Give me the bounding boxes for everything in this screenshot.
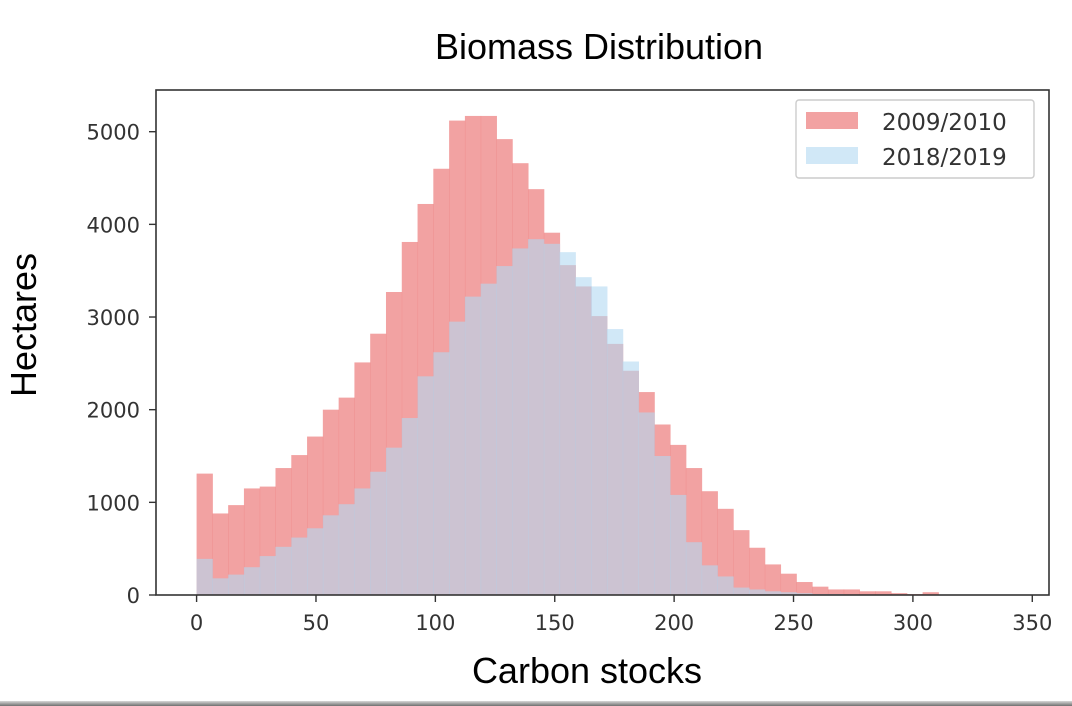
bar-2018-2019-9 xyxy=(338,504,355,595)
x-tick-label-0: 0 xyxy=(190,611,203,635)
x-tick-label-200: 200 xyxy=(654,611,694,635)
bar-2009-2010-1 xyxy=(212,513,229,595)
x-tick-label-350: 350 xyxy=(1012,611,1052,635)
bar-2018-2019-18 xyxy=(480,283,497,595)
bar-2018-2019-37 xyxy=(780,592,797,595)
legend-swatch-2009-2010 xyxy=(806,112,858,129)
bar-2009-2010-34 xyxy=(733,530,750,595)
bar-2009-2010-44 xyxy=(891,593,908,595)
bar-2018-2019-21 xyxy=(528,239,545,595)
bar-2009-2010-2 xyxy=(228,505,245,595)
bar-2018-2019-10 xyxy=(354,488,371,595)
bar-2009-2010-37 xyxy=(780,573,797,595)
bar-2018-2019-32 xyxy=(701,565,718,595)
bar-2018-2019-11 xyxy=(370,471,387,595)
y-tick-label-2000: 2000 xyxy=(87,399,140,423)
bar-2018-2019-25 xyxy=(591,286,608,595)
bar-2009-2010-33 xyxy=(717,508,734,595)
bar-2009-2010-40 xyxy=(827,589,845,595)
y-tick-label-3000: 3000 xyxy=(87,306,140,330)
bar-2018-2019-14 xyxy=(417,376,434,595)
x-tick-label-300: 300 xyxy=(893,611,933,635)
legend-label-2018-2019: 2018/2019 xyxy=(882,145,1007,171)
bar-2018-2019-38 xyxy=(796,593,813,595)
bar-2018-2019-27 xyxy=(622,361,639,595)
bar-2018-2019-6 xyxy=(291,537,308,595)
bar-2018-2019-36 xyxy=(764,591,782,595)
x-tick-label-150: 150 xyxy=(535,611,575,635)
y-tick-label-1000: 1000 xyxy=(87,491,140,515)
bar-2018-2019-28 xyxy=(638,412,655,595)
y-axis-label: Hectares xyxy=(3,253,44,397)
bar-2018-2019-8 xyxy=(322,515,340,595)
bottom-border xyxy=(0,701,1072,706)
bar-2009-2010-46 xyxy=(922,592,939,595)
bar-2018-2019-4 xyxy=(259,556,276,595)
bar-2018-2019-35 xyxy=(748,589,766,595)
bar-2018-2019-3 xyxy=(243,567,261,595)
bar-2018-2019-2 xyxy=(228,574,245,595)
bar-2009-2010-42 xyxy=(859,591,876,595)
bar-2018-2019-29 xyxy=(654,456,671,595)
y-tick-label-5000: 5000 xyxy=(87,121,140,145)
x-tick-label-50: 50 xyxy=(303,611,330,635)
bar-2018-2019-24 xyxy=(575,277,592,595)
bar-2018-2019-20 xyxy=(512,248,529,595)
bar-2018-2019-1 xyxy=(212,578,229,595)
y-tick-label-0: 0 xyxy=(127,584,140,608)
bar-2009-2010-38 xyxy=(796,582,813,595)
bar-2018-2019-23 xyxy=(559,252,576,595)
plot-frame xyxy=(155,89,1050,596)
bar-2018-2019-13 xyxy=(401,418,419,595)
bar-2018-2019-34 xyxy=(733,587,750,595)
bar-2018-2019-0 xyxy=(196,558,213,595)
bar-2018-2019-15 xyxy=(433,352,450,595)
legend-label-2009-2010: 2009/2010 xyxy=(882,110,1007,136)
legend-swatch-2018-2019 xyxy=(806,147,858,164)
bar-2018-2019-7 xyxy=(307,528,324,595)
bar-2018-2019-33 xyxy=(717,576,734,595)
chart-title: Biomass Distribution xyxy=(435,26,763,67)
bar-2018-2019-31 xyxy=(685,542,703,595)
bar-2018-2019-16 xyxy=(449,321,466,595)
bar-2018-2019-26 xyxy=(606,329,624,595)
bar-2009-2010-35 xyxy=(748,547,766,595)
bar-2018-2019-17 xyxy=(464,296,482,595)
bar-2009-2010-39 xyxy=(812,586,829,595)
legend: 2009/2010 2018/2019 xyxy=(795,99,1035,179)
ticks-layer: 0 50 100 150 200 250 300 350 0 1000 2000 3000 4000 50… xyxy=(87,121,1053,635)
bar-2018-2019-19 xyxy=(496,266,513,595)
bar-2009-2010-41 xyxy=(843,589,860,595)
x-tick-label-100: 100 xyxy=(415,611,455,635)
bar-2009-2010-36 xyxy=(764,564,782,595)
bar-2009-2010-43 xyxy=(875,591,892,595)
bar-2018-2019-22 xyxy=(543,243,561,595)
x-tick-label-250: 250 xyxy=(773,611,813,635)
bar-2018-2019-30 xyxy=(670,494,687,595)
bar-2018-2019-12 xyxy=(385,447,403,595)
y-tick-label-4000: 4000 xyxy=(87,213,140,237)
bar-2018-2019-5 xyxy=(275,546,292,595)
x-axis-label: Carbon stocks xyxy=(472,650,702,691)
bars-layer xyxy=(196,115,939,596)
